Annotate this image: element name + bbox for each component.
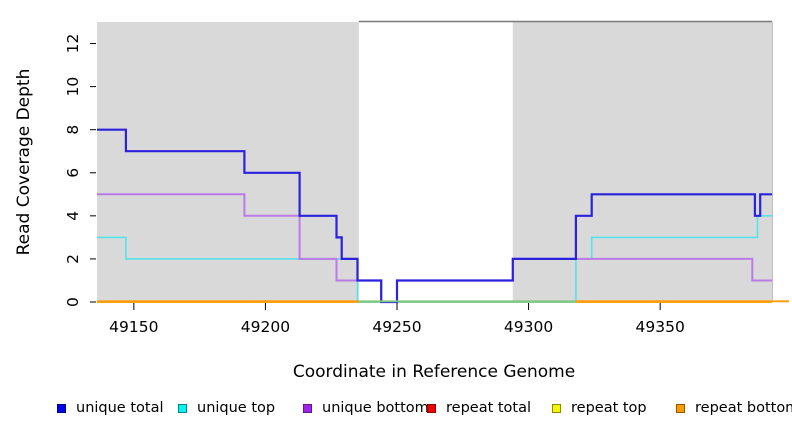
x-axis-tick-label: 49150 xyxy=(109,318,158,336)
y-axis-tick-label: 2 xyxy=(64,254,82,264)
legend-item-repeat-top: repeat top xyxy=(552,401,647,415)
x-axis-title: Coordinate in Reference Genome xyxy=(293,362,575,382)
x-axis-tick-label: 49300 xyxy=(504,318,553,336)
chart-layers: 49150 49200 49250 49300 49350 0 2 4 6 8 10 12 xyxy=(64,20,790,336)
series-line-unique-total xyxy=(97,128,772,304)
x-axis-tick-label: 49250 xyxy=(372,318,421,336)
y-axis-title: Read Coverage Depth xyxy=(14,69,34,256)
legend-label-unique-top: unique top xyxy=(197,400,276,416)
repeat-region-shade xyxy=(512,22,772,302)
legend-swatch-repeat-top xyxy=(552,403,561,413)
x-axis-tick-label: 49350 xyxy=(636,318,685,336)
repeat-region-shade xyxy=(97,22,359,302)
legend-label-unique-total: unique total xyxy=(76,400,164,416)
y-axis-tick-label: 10 xyxy=(64,77,82,97)
legend-swatch-repeat-total xyxy=(427,403,436,413)
y-axis-tick-label: 0 xyxy=(64,297,82,307)
legend-label-repeat-total: repeat total xyxy=(446,400,532,416)
legend-swatch-unique-bottom xyxy=(303,403,312,413)
legend-label-repeat-bottom: repeat bottom xyxy=(695,400,792,416)
legend-label-unique-bottom: unique bottom xyxy=(322,400,429,416)
legend-item-unique-top: unique top xyxy=(178,401,275,415)
legend-item-repeat-bottom: repeat bottom xyxy=(676,401,792,415)
legend-swatch-unique-top xyxy=(178,403,187,413)
series-line-unique-top xyxy=(97,215,772,303)
y-axis-tick-label: 12 xyxy=(64,34,82,54)
legend-item-repeat-total: repeat total xyxy=(427,401,531,415)
y-axis-tick-label: 8 xyxy=(64,125,82,135)
legend-swatch-unique-total xyxy=(57,403,66,413)
legend-item-unique-bottom: unique bottom xyxy=(303,401,429,415)
legend: unique total unique top unique bottom re… xyxy=(0,401,792,419)
y-axis-tick-label: 6 xyxy=(64,168,82,178)
legend-swatch-repeat-bottom xyxy=(676,403,685,413)
x-axis-tick-label: 49200 xyxy=(241,318,290,336)
legend-item-unique-total: unique total xyxy=(57,401,164,415)
legend-label-repeat-top: repeat top xyxy=(571,400,647,416)
y-axis-tick-label: 4 xyxy=(64,211,82,221)
